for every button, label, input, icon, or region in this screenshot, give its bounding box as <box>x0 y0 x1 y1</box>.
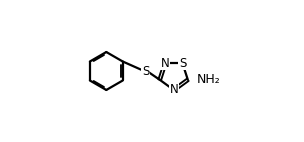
Text: S: S <box>142 65 149 78</box>
Text: N: N <box>161 57 170 70</box>
Text: S: S <box>179 57 186 70</box>
Text: N: N <box>169 83 178 96</box>
Text: NH₂: NH₂ <box>197 73 221 86</box>
